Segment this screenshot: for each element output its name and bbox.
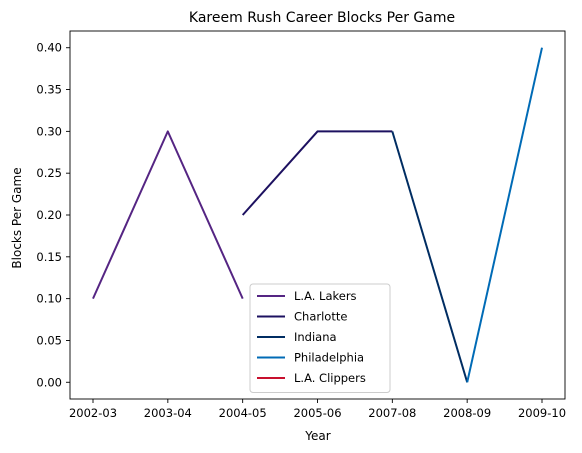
series-line-1 (241, 130, 393, 216)
legend-label: Charlotte (294, 310, 347, 324)
legend: L.A. Lakers Charlotte Indiana Philadelphia L… (249, 283, 391, 393)
x-tick-label: 2003-04 (144, 406, 192, 420)
x-tick-label: 2002-03 (69, 406, 117, 420)
x-tick-label: 2007-08 (368, 406, 416, 420)
y-tick-label: 0.30 (36, 124, 62, 138)
y-tick-label: 0.15 (36, 250, 62, 264)
legend-label: L.A. Lakers (294, 289, 357, 303)
y-tick-label: 0.35 (36, 83, 62, 97)
series-line-3 (466, 47, 543, 383)
chart-title: Kareem Rush Career Blocks Per Game (189, 10, 455, 26)
y-axis-ticks: 0.00 0.05 0.10 0.15 0.20 0.25 0.30 0.35 0.40 (36, 41, 70, 389)
y-tick-label: 0.20 (36, 208, 62, 222)
legend-box (249, 283, 391, 393)
series-line-2 (391, 131, 469, 383)
y-tick-label: 0.10 (36, 292, 62, 306)
y-tick-label: 0.25 (36, 166, 62, 180)
x-axis-ticks: 2002-03 2003-04 2004-05 2005-06 2007-08 2008-… (69, 399, 566, 420)
x-tick-label: 2004-05 (219, 406, 267, 420)
x-tick-label: 2009-10 (518, 406, 566, 420)
y-axis-label: Blocks Per Game (10, 167, 24, 268)
series-line-0 (92, 130, 244, 300)
y-tick-label: 0.05 (36, 333, 62, 347)
legend-label: Indiana (294, 330, 337, 344)
legend-label: Philadelphia (294, 351, 364, 365)
y-tick-label: 0.40 (36, 41, 62, 55)
y-tick-label: 0.00 (36, 375, 62, 389)
legend-label: L.A. Clippers (294, 371, 366, 385)
x-axis-label: Year (304, 429, 330, 443)
x-tick-label: 2005-06 (293, 406, 341, 420)
x-tick-label: 2008-09 (443, 406, 491, 420)
